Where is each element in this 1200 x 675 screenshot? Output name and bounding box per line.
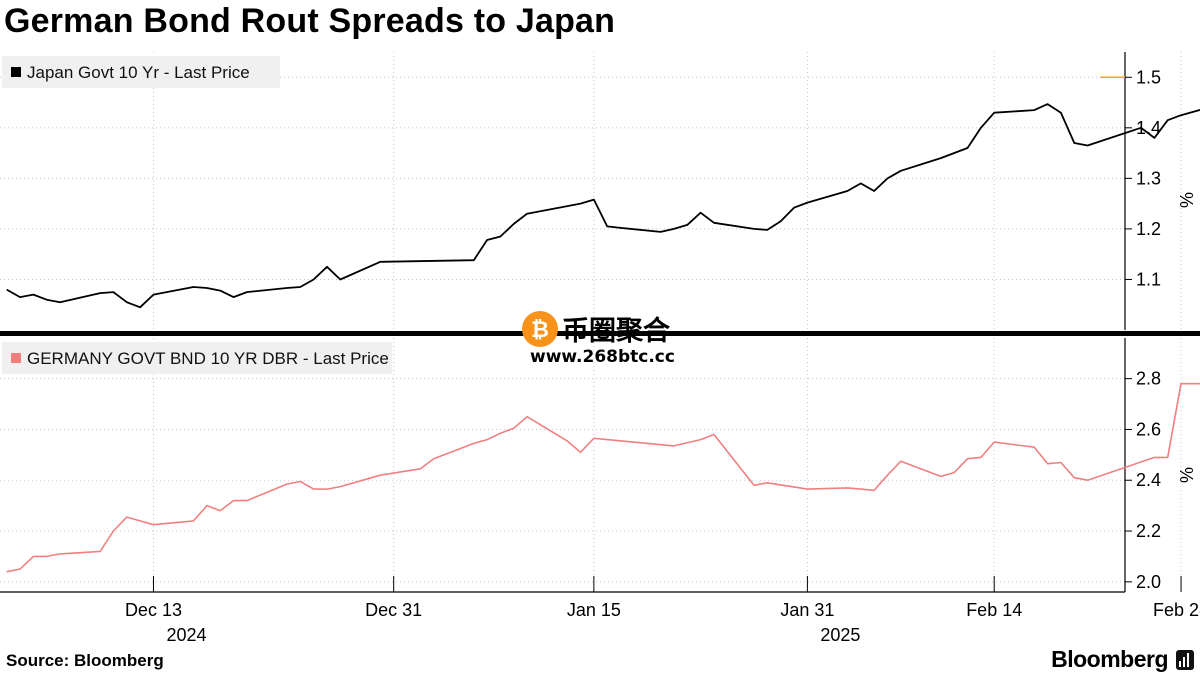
x-year-label: 2025 — [820, 625, 860, 645]
x-tick-label: Feb 28 — [1153, 600, 1200, 620]
watermark-url: www.268btc.cc — [530, 347, 675, 367]
brand-logo: Bloomberg — [1051, 646, 1168, 672]
source-label: Source: Bloomberg — [6, 651, 164, 670]
germany-ytick-label: 2.0 — [1136, 572, 1161, 592]
germany-ytick-label: 2.8 — [1136, 369, 1161, 389]
panel-separator — [0, 331, 1200, 336]
japan-ytick-label: 1.2 — [1136, 219, 1161, 239]
x-tick-label: Jan 15 — [567, 600, 621, 620]
japan-unit-label: % — [1176, 192, 1196, 208]
japan-ytick-label: 1.5 — [1136, 67, 1161, 87]
x-axis: Dec 13 2024 Dec 31 Jan 15 Jan 31 2025 Feb 14 Fe… — [0, 331, 1200, 645]
japan-series-line — [6, 103, 1200, 309]
bloomberg-terminal-icon — [1176, 650, 1194, 670]
germany-legend-box — [2, 342, 392, 374]
bitcoin-icon — [522, 311, 558, 347]
germany-panel: 2.0 2.2 2.4 2.6 2.8% GERMANY GOVT BND 10 YR D… — [0, 338, 1200, 592]
germany-unit-label: % — [1176, 467, 1196, 483]
x-year-label: 2024 — [166, 625, 206, 645]
japan-legend-box — [2, 56, 280, 88]
germany-series-line — [6, 382, 1200, 573]
japan-ytick-label: 1.1 — [1136, 269, 1161, 289]
germany-ytick-label: 2.2 — [1136, 521, 1161, 541]
x-tick-label: Dec 13 — [125, 600, 182, 620]
japan-ytick-label: 1.3 — [1136, 168, 1161, 188]
watermark-title: 币圈聚合 — [562, 315, 670, 347]
germany-legend-label: GERMANY GOVT BND 10 YR DBR - Last Price — [27, 349, 389, 368]
x-tick-label: Feb 14 — [966, 600, 1022, 620]
japan-legend-label: Japan Govt 10 Yr - Last Price — [27, 63, 250, 82]
japan-panel: 1.1 1.2 1.3 1.4 1.5% Japan Govt 10 Yr - Last … — [0, 52, 1200, 330]
x-tick-label: Jan 31 — [780, 600, 834, 620]
japan-legend-swatch — [11, 67, 21, 77]
germany-legend-swatch — [11, 353, 21, 363]
germany-ytick-label: 2.4 — [1136, 470, 1161, 490]
germany-ytick-label: 2.6 — [1136, 419, 1161, 439]
bitcoin-icon-glyph: ₿ — [531, 318, 549, 343]
page-title: German Bond Rout Spreads to Japan — [4, 2, 616, 40]
japan-ytick-label: 1.4 — [1136, 118, 1161, 138]
x-tick-label: Dec 31 — [365, 600, 422, 620]
